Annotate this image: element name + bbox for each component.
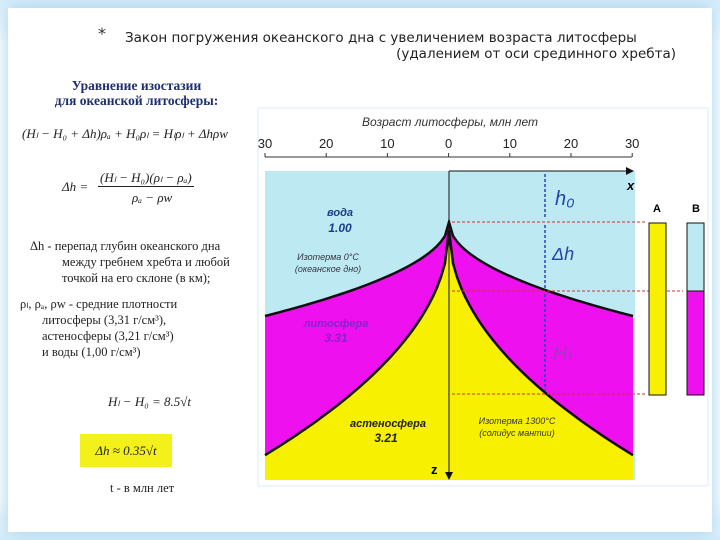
- isotherm-0-sublabel: (океанское дно): [295, 264, 361, 274]
- heading-line2: для океанской литосферы:: [54, 93, 219, 108]
- panel-heading: Уравнение изостазии для океанской литосфе…: [20, 78, 253, 108]
- def-line: и воды (1,00 г/см³): [42, 345, 141, 359]
- age-axis-title: Возраст литосферы, млн лет: [362, 115, 538, 129]
- isotherm-1300-label: Изотерма 1300°C: [479, 416, 556, 426]
- subsidence-equation: Δh ≈ 0.35√t: [80, 434, 172, 467]
- age-tick-label: 30: [625, 136, 639, 151]
- asthenosphere-label: астеносфера: [350, 418, 426, 430]
- isostasy-panel: Уравнение изостазии для океанской литосфе…: [20, 72, 253, 495]
- time-units: t - в млн лет: [110, 481, 175, 495]
- z-label: z: [431, 462, 438, 477]
- age-tick-label: 20: [564, 136, 578, 151]
- z-arrow-icon: [445, 472, 453, 480]
- def-line: Δh - перепад глубин океанского дна: [30, 239, 221, 253]
- lithosphere-density: 3.31: [324, 331, 348, 345]
- x-arrow-icon: [626, 167, 634, 175]
- water-label: вода: [327, 207, 353, 219]
- dh-label: Δh: [551, 244, 574, 264]
- bullet: *: [98, 24, 106, 43]
- isostasy-equation: (Hₗ − H₀ + Δh)ρₐ + H₀ρₗ = Hₗρₗ + Δhρw: [22, 126, 228, 141]
- age-tick-label: 30: [258, 136, 272, 151]
- def-line: ρₗ, ρₐ, ρw - средние плотности: [20, 297, 178, 311]
- column-a: [648, 222, 667, 396]
- Hl-label: Hₗ: [553, 343, 572, 365]
- x-label: x: [626, 178, 635, 193]
- slide-title-line1: Закон погружения океанского дна с увелич…: [125, 30, 637, 46]
- def-line: между гребнем хребта и любой: [62, 255, 230, 269]
- asthenosphere-density: 3.21: [374, 431, 398, 445]
- isotherm-1300-sublabel: (солидус мантии): [479, 428, 554, 438]
- density-definition: ρₗ, ρₐ, ρw - средние плотности литосферы…: [20, 296, 177, 360]
- heading-line1: Уравнение изостазии: [71, 78, 202, 93]
- column-b-water: [686, 222, 705, 292]
- isotherm-0-label: Изотерма 0°C: [297, 252, 359, 262]
- thickness-equation: Hₗ − H₀ = 8.5√t: [108, 394, 191, 409]
- dh-lhs: Δh =: [62, 179, 89, 194]
- age-axis: 30 20 10 0 10 20 30: [258, 136, 639, 157]
- slide-title-line2: (удалением от оси срединного хребта): [396, 46, 676, 62]
- column-a-label: A: [653, 203, 661, 215]
- lithosphere-label: литосфера: [303, 318, 369, 330]
- def-line: точкой на его склоне (в км);: [62, 271, 211, 285]
- age-tick-label: 20: [319, 136, 333, 151]
- def-line: литосферы (3,31 г/см³),: [42, 313, 167, 327]
- dh-denominator: ρₐ − ρw: [132, 190, 173, 205]
- age-tick-label: 0: [445, 136, 452, 151]
- h0-label: h₀: [555, 188, 575, 210]
- age-tick-label: 10: [380, 136, 394, 151]
- dh-numerator: (Hₗ − H₀)(ρₗ − ρₐ): [98, 170, 194, 187]
- column-b-lithosphere: [686, 290, 705, 396]
- age-tick-label: 10: [503, 136, 517, 151]
- def-line: астеносферы (3,21 г/см³): [42, 329, 174, 343]
- water-density: 1.00: [328, 221, 352, 235]
- reference-lines: [452, 221, 683, 395]
- column-b-label: B: [692, 203, 700, 215]
- dh-definition: Δh - перепад глубин океанского дна между…: [30, 238, 230, 286]
